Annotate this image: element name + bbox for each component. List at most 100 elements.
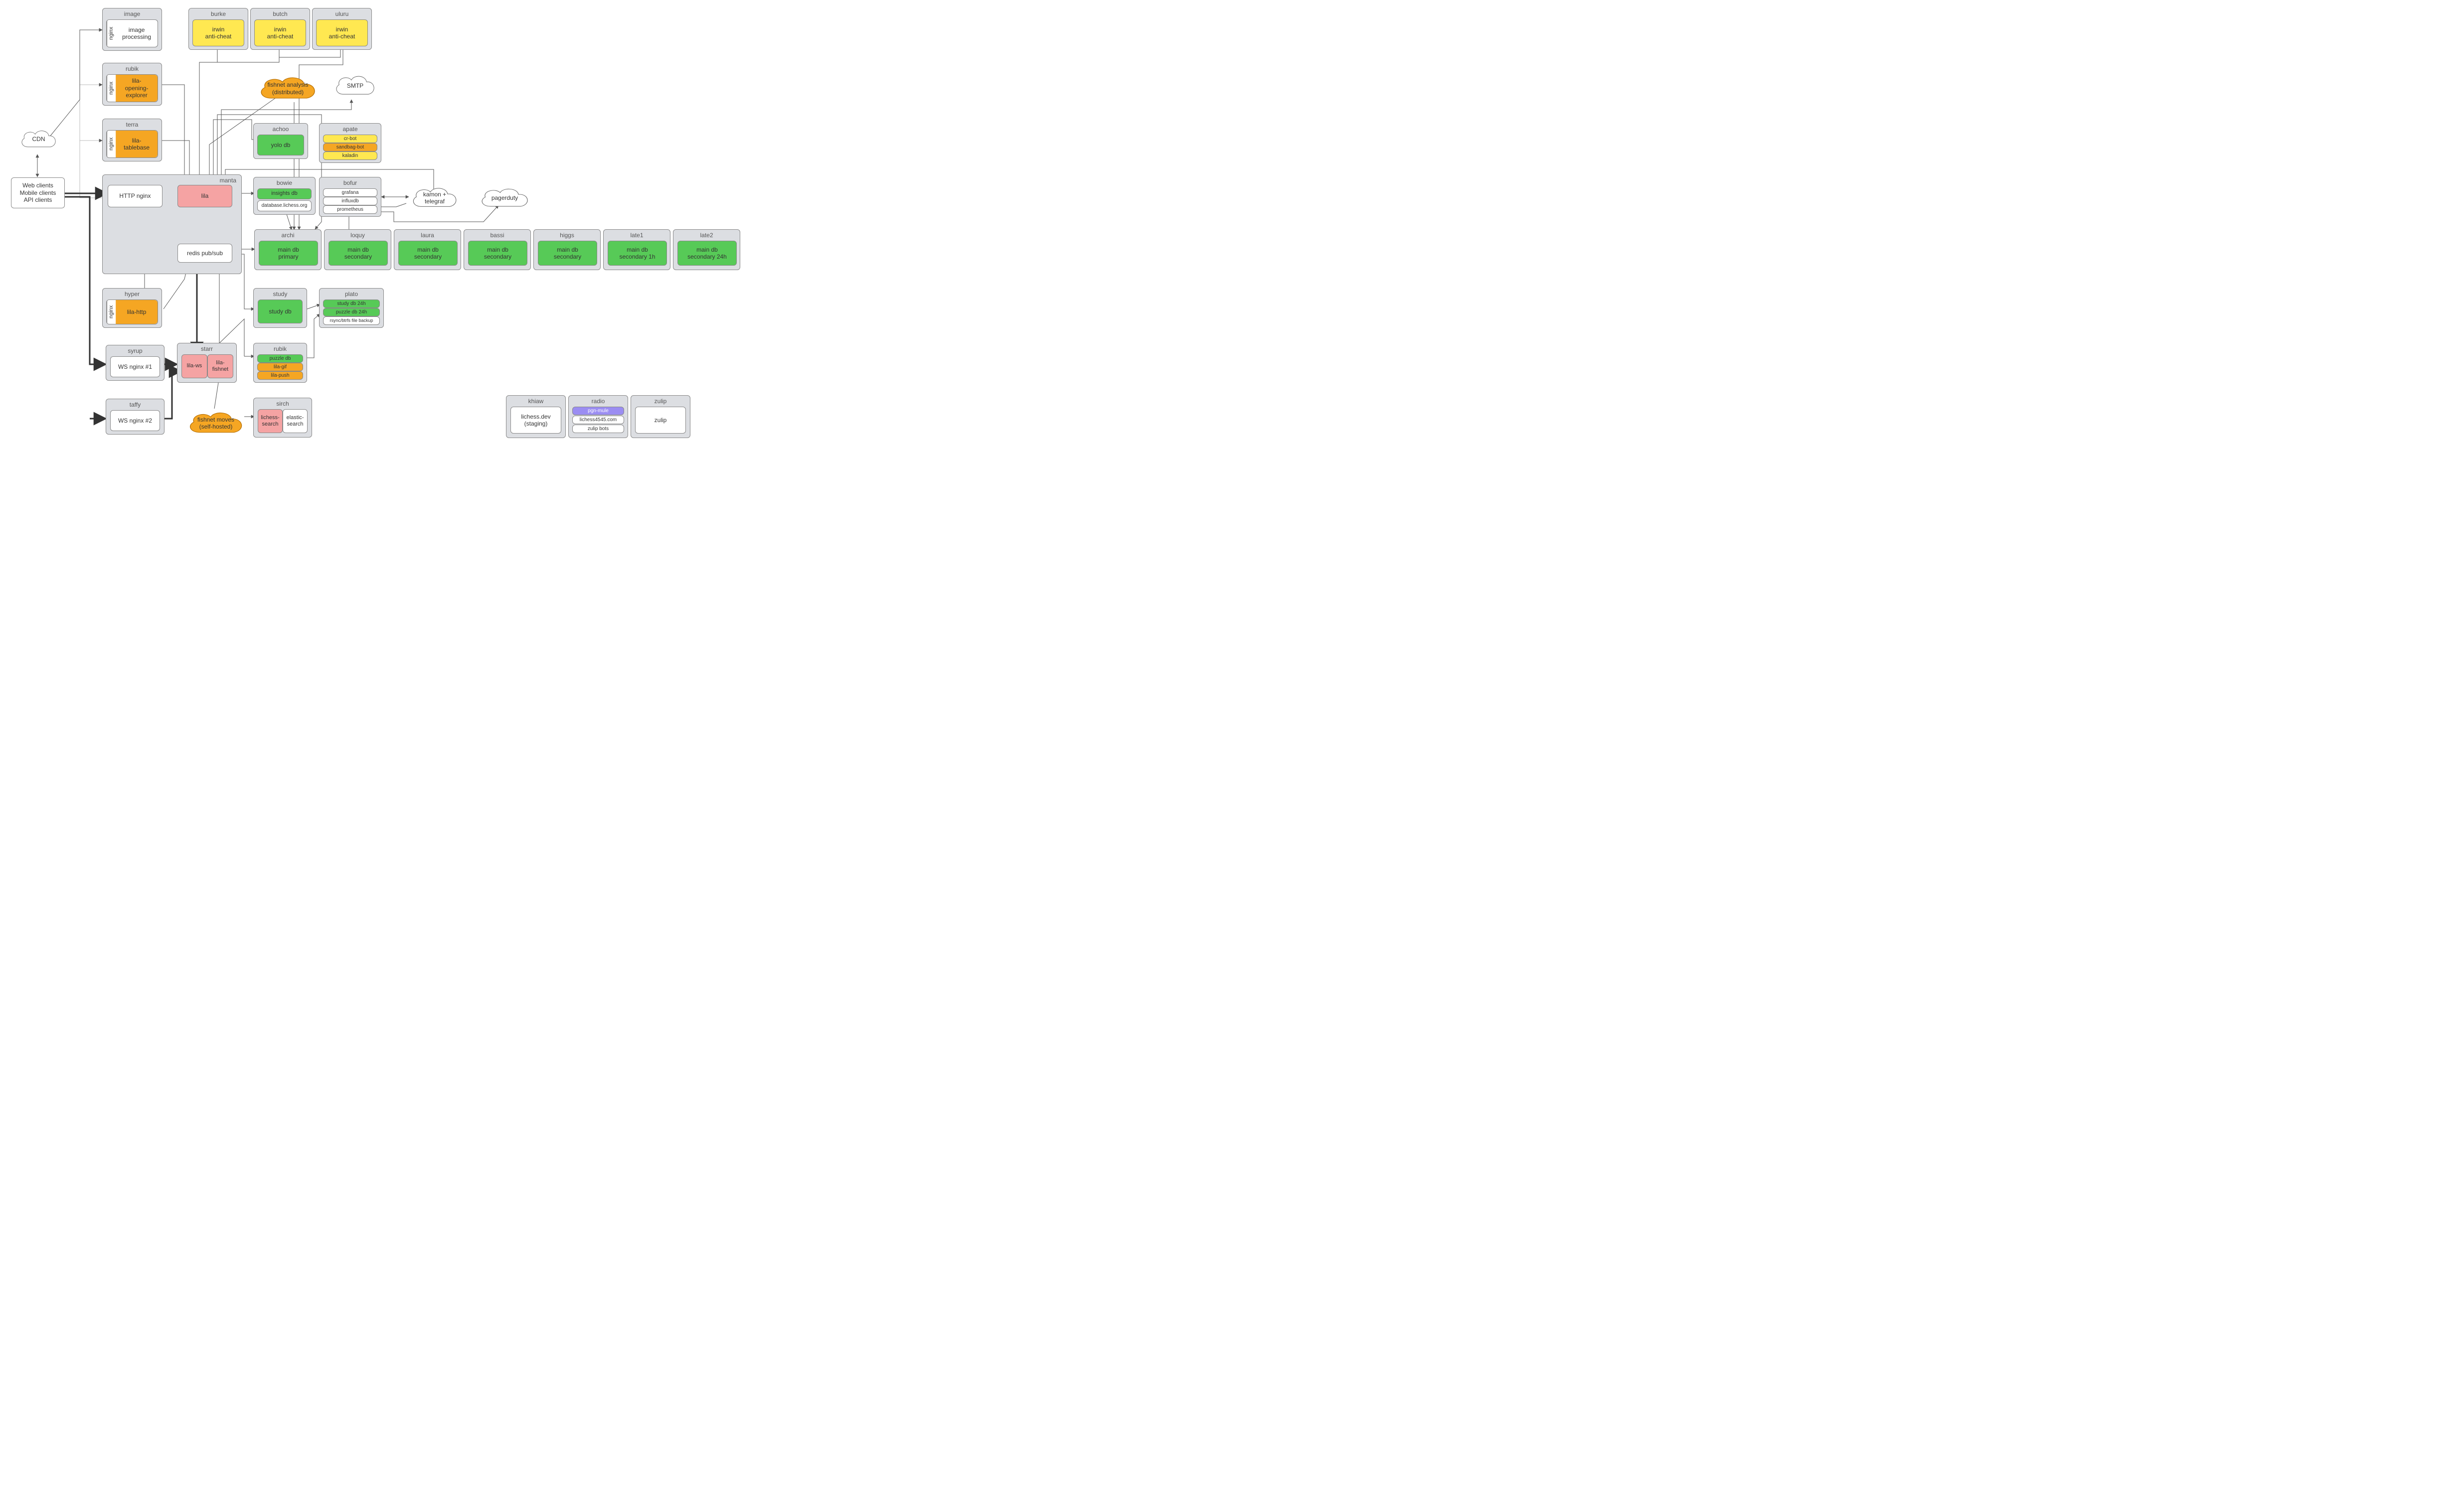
host-laura-title: laura <box>394 232 461 239</box>
host-plato-title: plato <box>320 291 383 298</box>
host-khiaw-title: khiaw <box>506 398 565 405</box>
host-zulip-title: zulip <box>631 398 690 405</box>
lila-http-box: lila-http <box>116 300 158 324</box>
http-nginx-box: HTTP nginx <box>108 185 163 207</box>
lila-box: lila <box>177 185 232 207</box>
host-sirch: sirch lichess-search elastic-search <box>253 398 312 438</box>
zulip-bots-box: zulip bots <box>572 425 624 433</box>
host-late2-title: late2 <box>673 232 740 239</box>
study-db-24h-box: study db 24h <box>323 300 380 308</box>
host-study: study study db <box>253 288 307 328</box>
host-archi-title: archi <box>255 232 321 239</box>
host-achoo-title: achoo <box>254 126 308 133</box>
host-uluru-title: uluru <box>313 10 371 17</box>
host-sirch-title: sirch <box>254 400 312 407</box>
archi-db-box: main dbprimary <box>259 241 318 266</box>
database-lichess-box: database.lichess.org <box>257 200 312 211</box>
host-radio: radio pgn-mule lichess4545.com zulip bot… <box>568 395 628 438</box>
host-bowie-title: bowie <box>254 179 315 186</box>
loquy-db-box: main dbsecondary <box>329 241 388 266</box>
host-image-inner: nginx imageprocessing <box>106 19 158 47</box>
host-terra-title: terra <box>103 121 162 128</box>
insights-db-box: insights db <box>257 188 312 199</box>
host-image: image nginx imageprocessing <box>102 8 162 51</box>
host-butch-title: butch <box>251 10 310 17</box>
lila-gif-box: lila-gif <box>257 363 303 371</box>
host-hyper: hyper nginx lila-http <box>102 288 162 328</box>
cloud-fishnet-moves: fishnet moves(self-hosted) <box>183 408 248 439</box>
higgs-db-box: main dbsecondary <box>538 241 597 266</box>
host-manta-title: manta <box>220 177 236 184</box>
cloud-cdn: CDN <box>17 126 60 153</box>
clients-line3: API clients <box>24 196 52 203</box>
host-zulip: zulip zulip <box>631 395 690 438</box>
cloud-pagerduty: pagerduty <box>476 184 533 212</box>
host-taffy: taffy WS nginx #2 <box>106 399 164 435</box>
host-plato: plato study db 24h puzzle db 24h rsync/b… <box>319 288 384 328</box>
lila-ws-box: lila-ws <box>181 354 207 378</box>
rsync-backup-box: rsync/btrfs file backup <box>323 316 380 325</box>
host-bowie: bowie insights db database.lichess.org <box>253 177 316 215</box>
irwin-uluru-box: irwinanti-cheat <box>316 19 368 46</box>
host-image-title: image <box>103 10 162 17</box>
host-terra: terra nginx lila-tablebase <box>102 119 162 161</box>
host-radio-title: radio <box>569 398 628 405</box>
grafana-box: grafana <box>323 188 377 197</box>
host-bassi-title: bassi <box>464 232 530 239</box>
host-manta: manta HTTP nginx lila redis pub/sub <box>102 174 242 274</box>
prometheus-box: prometheus <box>323 205 377 214</box>
lichess4545-box: lichess4545.com <box>572 416 624 424</box>
host-achoo: achoo yolo db <box>253 123 308 159</box>
cloud-cdn-label: CDN <box>17 126 60 153</box>
lila-opening-explorer-box: lila-opening-explorer <box>116 75 158 102</box>
lila-fishnet-box: lila-fishnet <box>207 354 233 378</box>
cloud-fishnet-moves-label: fishnet moves(self-hosted) <box>183 408 248 439</box>
host-rubik-title: rubik <box>103 65 162 72</box>
host-apate: apate cr-bot sandbag-bot kaladin <box>319 123 381 163</box>
late1-db-box: main dbsecondary 1h <box>608 241 667 266</box>
cloud-kamon: kamon +telegraf <box>408 183 462 212</box>
host-taffy-title: taffy <box>106 401 164 408</box>
host-syrup: syrup WS nginx #1 <box>106 345 164 381</box>
lila-tablebase-box: lila-tablebase <box>116 131 158 157</box>
bassi-db-box: main dbsecondary <box>468 241 527 266</box>
irwin-butch-box: irwinanti-cheat <box>254 19 306 46</box>
host-study-title: study <box>254 291 307 298</box>
cloud-pagerduty-label: pagerduty <box>476 184 533 212</box>
nginx-label: nginx <box>107 300 116 324</box>
host-syrup-title: syrup <box>106 347 164 354</box>
host-higgs: higgsmain dbsecondary <box>533 229 601 270</box>
ws-nginx-2-box: WS nginx #2 <box>110 410 160 431</box>
influxdb-box: influxdb <box>323 197 377 205</box>
yolo-db-box: yolo db <box>257 135 304 155</box>
cr-bot-box: cr-bot <box>323 135 377 143</box>
host-burke-title: burke <box>189 10 248 17</box>
host-rubik2-title: rubik <box>254 345 307 352</box>
nginx-label: nginx <box>107 75 116 102</box>
kaladin-box: kaladin <box>323 151 377 160</box>
nginx-label: nginx <box>107 131 116 157</box>
sandbag-bot-box: sandbag-bot <box>323 143 377 151</box>
irwin-burke-box: irwinanti-cheat <box>192 19 244 46</box>
host-late1-title: late1 <box>604 232 670 239</box>
lichess-dev-box: lichess.dev(staging) <box>510 407 561 434</box>
laura-db-box: main dbsecondary <box>398 241 458 266</box>
host-bofur: bofur grafana influxdb prometheus <box>319 177 381 217</box>
elastic-search-box: elastic-search <box>283 409 308 433</box>
host-bassi: bassi main dbsecondary <box>464 229 531 270</box>
cloud-kamon-label: kamon +telegraf <box>408 183 462 212</box>
host-apate-title: apate <box>320 126 381 133</box>
zulip-box: zulip <box>635 407 686 434</box>
lila-push-box: lila-push <box>257 371 303 380</box>
infra-diagram: CDN SMTP fishnet analysis(distributed) f… <box>0 0 758 463</box>
host-rubik-explorer: rubik nginx lila-opening-explorer <box>102 63 162 106</box>
host-terra-inner: nginx lila-tablebase <box>106 130 158 158</box>
host-starr: starr lila-ws lila-fishnet <box>177 343 237 383</box>
nginx-label: nginx <box>107 20 116 47</box>
study-db-box: study db <box>258 300 303 323</box>
host-hyper-inner: nginx lila-http <box>106 300 158 324</box>
host-archi: archi main dbprimary <box>254 229 322 270</box>
host-starr-title: starr <box>177 345 236 352</box>
puzzle-db-box: puzzle db <box>257 354 303 363</box>
host-khiaw: khiaw lichess.dev(staging) <box>506 395 566 438</box>
